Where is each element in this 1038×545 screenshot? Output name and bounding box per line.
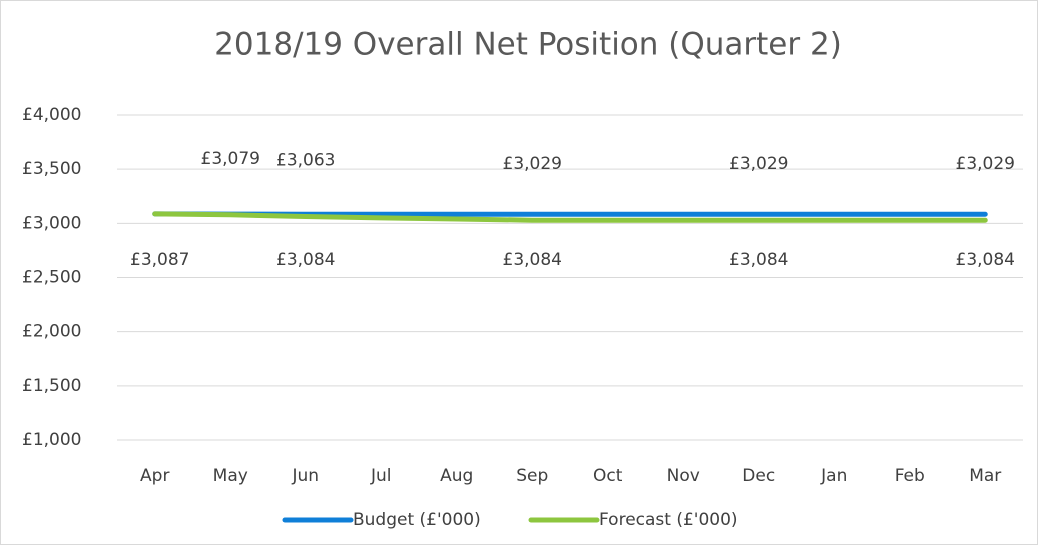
line-series [152, 211, 988, 223]
x-tick-label: Apr [140, 466, 169, 486]
y-tick-label: £2,500 [22, 268, 81, 288]
chart-title: 2018/19 Overall Net Position (Quarter 2) [214, 27, 842, 63]
legend-label: Forecast (£'000) [599, 510, 738, 530]
x-tick-label: Jan [820, 466, 847, 486]
data-label: £3,087 [130, 250, 189, 270]
y-tick-label: £3,000 [22, 213, 81, 233]
x-tick-label: Mar [969, 466, 1001, 486]
x-tick-label: Sep [516, 466, 548, 486]
data-label: £3,079 [201, 149, 260, 169]
legend-label: Budget (£'000) [353, 510, 481, 530]
data-label: £3,029 [956, 154, 1015, 174]
y-tick-label: £2,000 [22, 322, 81, 342]
data-label: £3,029 [729, 154, 788, 174]
x-tick-label: May [213, 466, 248, 486]
x-tick-label: Oct [593, 466, 623, 486]
data-label: £3,084 [276, 250, 335, 270]
y-tick-label: £1,500 [22, 376, 81, 396]
x-tick-label: Feb [895, 466, 925, 486]
data-label: £3,084 [729, 250, 788, 270]
y-tick-label: £4,000 [22, 105, 81, 125]
data-label: £3,084 [503, 250, 562, 270]
data-label: £3,063 [276, 151, 335, 171]
data-label: £3,084 [956, 250, 1015, 270]
x-tick-label: Jun [291, 466, 319, 486]
x-tick-label: Jul [370, 466, 392, 486]
data-label: £3,029 [503, 154, 562, 174]
y-tick-label: £1,000 [22, 430, 81, 450]
x-tick-label: Dec [742, 466, 775, 486]
x-tick-label: Aug [440, 466, 473, 486]
x-tick-label: Nov [667, 466, 700, 486]
y-tick-label: £3,500 [22, 159, 81, 179]
